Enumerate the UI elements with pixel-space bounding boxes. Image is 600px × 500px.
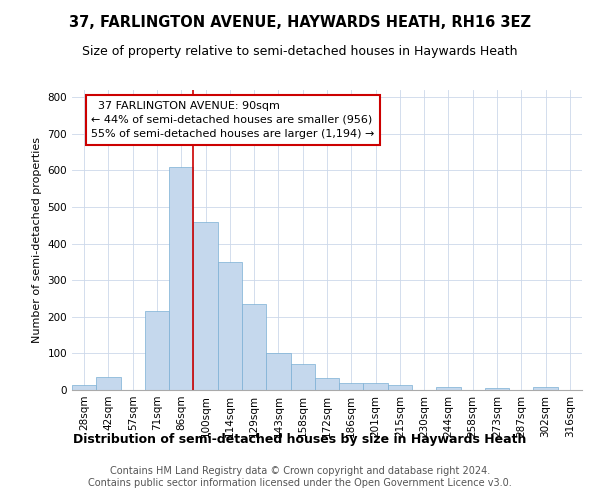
Bar xyxy=(388,385,412,390)
Bar xyxy=(364,384,388,390)
Bar xyxy=(242,304,266,390)
Bar xyxy=(193,222,218,390)
Bar xyxy=(266,354,290,390)
Text: 37 FARLINGTON AVENUE: 90sqm
← 44% of semi-detached houses are smaller (956)
55% : 37 FARLINGTON AVENUE: 90sqm ← 44% of sem… xyxy=(91,101,375,139)
Bar xyxy=(290,364,315,390)
Bar xyxy=(485,388,509,390)
Bar xyxy=(145,312,169,390)
Bar xyxy=(339,382,364,390)
Bar xyxy=(315,378,339,390)
Bar xyxy=(96,377,121,390)
Text: Size of property relative to semi-detached houses in Haywards Heath: Size of property relative to semi-detach… xyxy=(82,45,518,58)
Text: Distribution of semi-detached houses by size in Haywards Heath: Distribution of semi-detached houses by … xyxy=(73,432,527,446)
Y-axis label: Number of semi-detached properties: Number of semi-detached properties xyxy=(32,137,42,343)
Bar xyxy=(218,262,242,390)
Bar xyxy=(436,387,461,390)
Bar xyxy=(533,388,558,390)
Text: 37, FARLINGTON AVENUE, HAYWARDS HEATH, RH16 3EZ: 37, FARLINGTON AVENUE, HAYWARDS HEATH, R… xyxy=(69,15,531,30)
Text: Contains HM Land Registry data © Crown copyright and database right 2024.
Contai: Contains HM Land Registry data © Crown c… xyxy=(88,466,512,487)
Bar xyxy=(72,385,96,390)
Bar xyxy=(169,167,193,390)
